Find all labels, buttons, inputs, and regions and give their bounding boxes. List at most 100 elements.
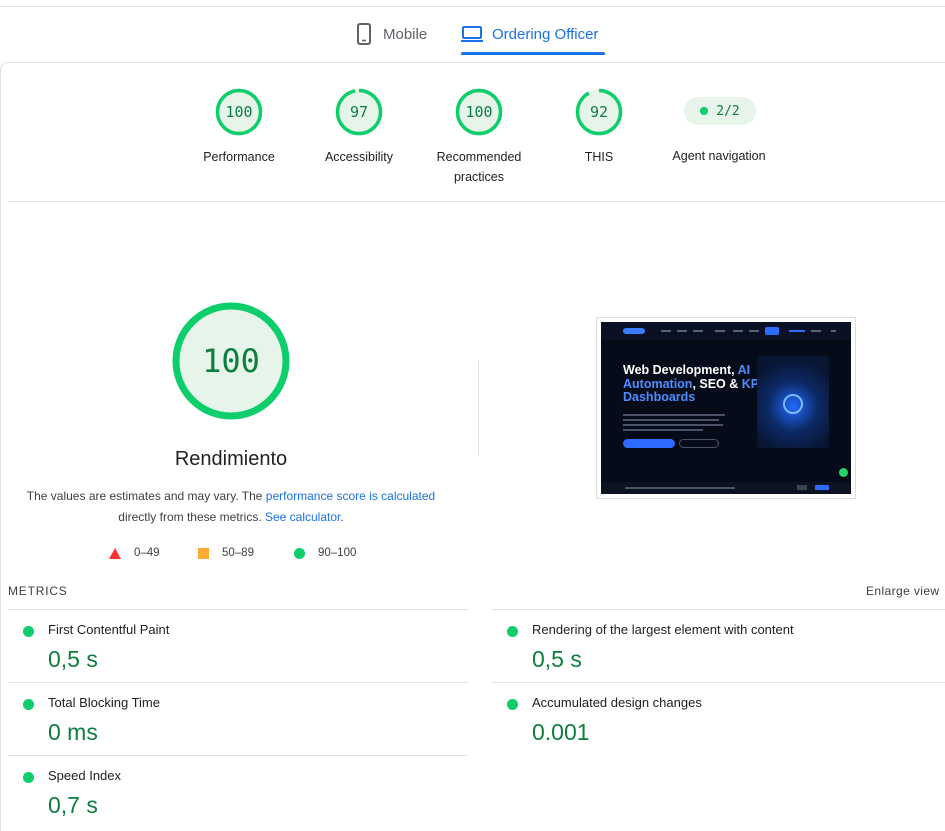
pass-dot-icon (507, 699, 518, 710)
gauge-score: 97 (349, 103, 369, 121)
whatsapp-icon (839, 468, 848, 477)
tab-mobile-label: Mobile (383, 25, 428, 43)
legend-fail-label: 0–49 (134, 547, 160, 559)
preview-nav-link (677, 330, 687, 332)
legend-average: 50–89 (198, 545, 254, 561)
final-screenshot[interactable]: Web Development, AI Automation, SEO & KP… (596, 317, 856, 499)
performance-score: 100 (202, 342, 260, 380)
metric-name: Total Blocking Time (48, 695, 160, 710)
preview-nav-button (765, 327, 779, 335)
preview-cookie-text (625, 487, 735, 489)
metric-speed-index: Speed Index 0,7 s (8, 755, 468, 828)
preview-hero-core (783, 394, 803, 414)
gauge-label: Performance (203, 150, 275, 164)
gauge-label: Recommended practices (436, 150, 522, 184)
preview-nav-link (733, 330, 743, 332)
pass-dot-icon (23, 772, 34, 783)
top-rule (0, 6, 945, 7)
device-tabs: Mobile Ordering Officer (0, 14, 945, 55)
preview-nav-link (811, 330, 821, 332)
preview-headline: Web Development, AI Automation, SEO & KP… (623, 363, 763, 405)
gauge-accessibility[interactable]: 97 Accessibility (299, 87, 419, 167)
preview-headline-accent: AI Automation (623, 363, 751, 391)
pass-dot-icon (700, 107, 709, 115)
gauge-ring: 100 (214, 87, 264, 137)
report-panel (0, 62, 945, 831)
smartphone-icon (354, 23, 374, 45)
gauge-recommended-practices[interactable]: 100 Recommended practices (419, 87, 539, 187)
preview-cookie-bar (601, 482, 851, 494)
monitor-icon (461, 25, 483, 43)
gauge-score: 100 (225, 103, 253, 121)
screenshot-image: Web Development, AI Automation, SEO & KP… (601, 322, 851, 494)
preview-nav-link (715, 330, 725, 332)
gauge-ring: 92 (574, 87, 624, 137)
preview-cookie-accept (815, 485, 829, 490)
agent-navigation-value: 2/2 (716, 103, 740, 119)
metric-name: Speed Index (48, 768, 122, 783)
see-calculator-link[interactable]: See calculator (264, 509, 341, 524)
metric-largest-contentful-paint: Rendering of the largest element with co… (492, 609, 945, 682)
preview-navbar (601, 322, 851, 340)
vertical-divider (478, 360, 479, 456)
metric-first-contentful-paint: First Contentful Paint 0,5 s (8, 609, 468, 682)
legend-pass: 90–100 (294, 545, 356, 561)
divider (8, 201, 945, 202)
pass-dot-icon (507, 626, 518, 637)
performance-description: The values are estimates and may vary. T… (20, 486, 442, 527)
score-calculated-link[interactable]: performance score is calculated (265, 489, 436, 503)
tab-mobile[interactable]: Mobile (354, 14, 427, 54)
gauge-seo[interactable]: 92 THIS (539, 87, 659, 167)
agent-navigation-badge[interactable]: 2/2 (684, 97, 756, 125)
description-text: The values are estimates and may vary. T… (26, 489, 266, 503)
metric-total-blocking-time: Total Blocking Time 0 ms (8, 682, 468, 755)
legend-average-label: 50–89 (222, 547, 254, 559)
metric-name: Accumulated design changes (532, 695, 702, 710)
legend-fail: 0–49 (109, 545, 160, 561)
metric-name: First Contentful Paint (48, 622, 170, 637)
preview-nav-link (831, 330, 836, 332)
performance-big-gauge: 100 (170, 300, 292, 422)
gauge-score: 92 (589, 103, 609, 121)
gauge-ring: 100 (454, 87, 504, 137)
preview-paragraph-line (623, 419, 719, 421)
preview-paragraph-line (623, 414, 725, 416)
description-text: directly from these metrics. (118, 509, 265, 524)
preview-paragraph-line (623, 429, 703, 431)
metric-value: 0,5 s (48, 646, 98, 672)
performance-title: Rendimiento (174, 448, 288, 470)
gauge-label: Accessibility (324, 150, 394, 164)
enlarge-view-toggle[interactable]: Enlarge view (866, 584, 940, 598)
agent-navigation-label: Agent navigation (672, 149, 766, 163)
metric-value: 0 ms (48, 719, 98, 745)
preview-headline-text: Web Development, (623, 363, 738, 377)
preview-logo (623, 328, 645, 334)
tab-desktop[interactable]: Ordering Officer (461, 14, 598, 54)
square-icon (198, 547, 209, 559)
gauge-performance[interactable]: 100 Performance (179, 87, 299, 167)
active-tab-indicator (461, 52, 605, 55)
metric-cumulative-layout-shift: Accumulated design changes 0.001 (492, 682, 945, 755)
metric-name: Rendering of the largest element with co… (532, 622, 794, 637)
metric-value: 0,7 s (48, 792, 98, 818)
preview-cookie-button (797, 485, 807, 490)
preview-headline-text: , SEO & (692, 376, 742, 391)
preview-cta-secondary (679, 439, 719, 448)
gauge-label: THIS (584, 150, 614, 164)
circle-icon (294, 547, 305, 559)
legend-pass-label: 90–100 (318, 547, 357, 559)
gauge-ring: 97 (334, 87, 384, 137)
preview-nav-link (661, 330, 671, 332)
tab-desktop-label: Ordering Officer (492, 25, 599, 43)
gauge-score: 100 (465, 103, 493, 121)
description-text: . (340, 509, 344, 524)
metric-value: 0,5 s (532, 646, 582, 672)
preview-nav-link (693, 330, 703, 332)
pass-dot-icon (23, 626, 34, 637)
metric-value: 0.001 (532, 719, 590, 745)
pass-dot-icon (23, 699, 34, 710)
preview-cta-primary (623, 439, 675, 448)
preview-hero-illustration (757, 356, 829, 448)
metrics-heading: METRICS (8, 584, 68, 598)
preview-paragraph-line (623, 424, 723, 426)
